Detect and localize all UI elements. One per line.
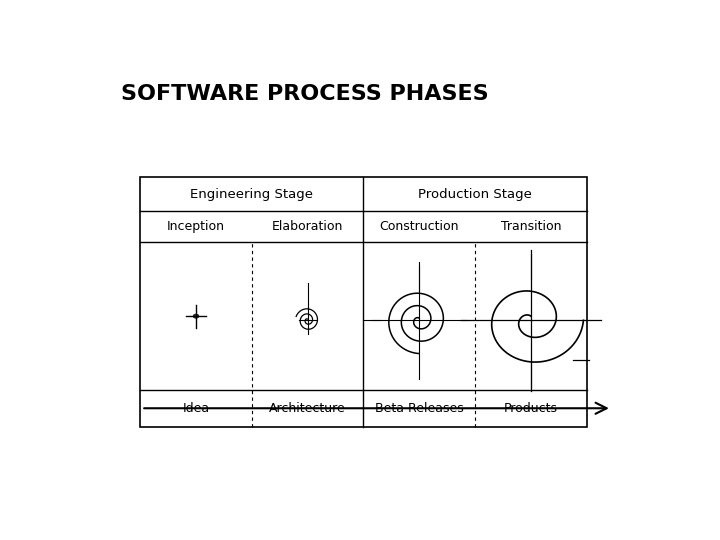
Circle shape bbox=[193, 314, 199, 318]
Text: Transition: Transition bbox=[500, 220, 561, 233]
Text: Elaboration: Elaboration bbox=[272, 220, 343, 233]
Text: Engineering Stage: Engineering Stage bbox=[190, 187, 313, 201]
Text: SOFTWARE PROCESS PHASES: SOFTWARE PROCESS PHASES bbox=[121, 84, 488, 104]
Bar bbox=[140, 177, 587, 427]
Text: Products: Products bbox=[504, 402, 558, 415]
Text: Inception: Inception bbox=[167, 220, 225, 233]
Text: Production Stage: Production Stage bbox=[418, 187, 532, 201]
Text: Beta Releases: Beta Releases bbox=[375, 402, 464, 415]
Text: Construction: Construction bbox=[379, 220, 459, 233]
Text: Idea: Idea bbox=[182, 402, 210, 415]
Text: Architecture: Architecture bbox=[269, 402, 346, 415]
